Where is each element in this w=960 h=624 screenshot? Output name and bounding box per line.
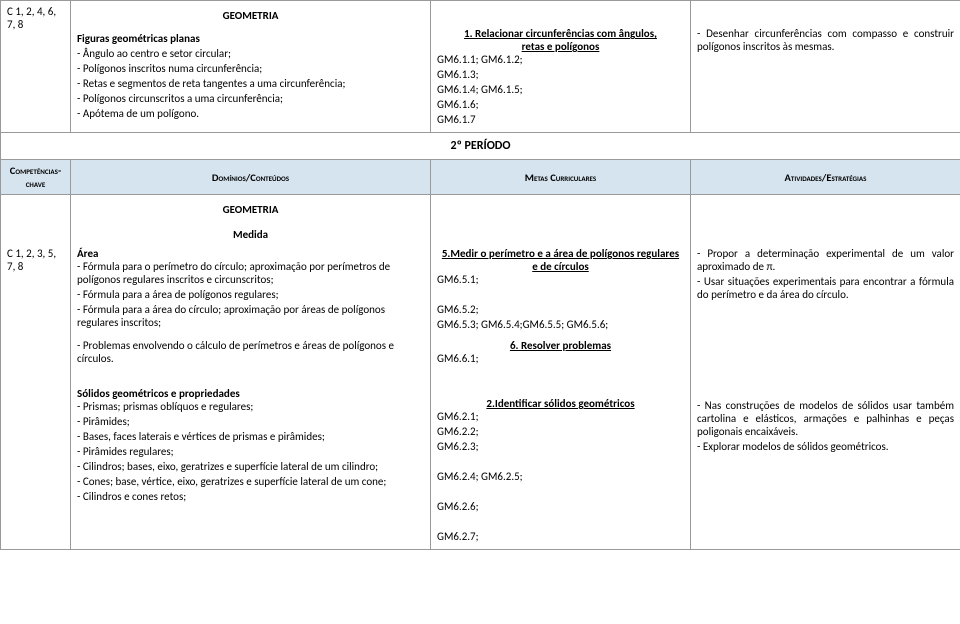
row1-meta-h2: retas e polígonos	[437, 40, 684, 53]
m1-sub: 6. Resolver problemas	[437, 339, 684, 352]
periodo-row: 2º PERÍODO	[1, 133, 960, 160]
m2-i1: GM6.2.2;	[437, 425, 684, 438]
area-i2: - Fórmula para a área do círculo; aproxi…	[77, 303, 424, 329]
row1-dom-i3: - Polígonos circunscritos a uma circunfe…	[77, 92, 424, 105]
m2-i5	[437, 485, 684, 498]
row1-dom-i4: - Apótema de um polígono.	[77, 107, 424, 120]
row1-m4: GM6.1.7	[437, 113, 684, 126]
solidos-title: Sólidos geométricos e propriedades	[77, 387, 424, 400]
row2-ativ: - Propor a determinação experimental de …	[691, 195, 960, 550]
area-i3: - Problemas envolvendo o cálculo de perí…	[77, 339, 424, 365]
m1-h1: 5.Medir o perímetro e a área de polígono…	[437, 247, 684, 260]
sol-i3: - Pirâmides regulares;	[77, 445, 424, 458]
row2-geo-title: GEOMETRIA	[77, 199, 424, 226]
row2-medida-title: Medida	[77, 226, 424, 247]
row1-dom-title: Figuras geométricas planas	[77, 32, 424, 45]
curriculum-table: C 1, 2, 4, 6, 7, 8 GEOMETRIA Figuras geo…	[0, 0, 960, 550]
row1-m3: GM6.1.6;	[437, 98, 684, 111]
m2-i4: GM6.2.4; GM6.2.5;	[437, 470, 684, 483]
hdr-comp: Competências-chave	[1, 160, 71, 195]
sol-i5: - Cones; base, vértice, eixo, geratrizes…	[77, 475, 424, 488]
hdr-dom: Domínios/Conteúdos	[71, 160, 431, 195]
row1-comp: C 1, 2, 4, 6, 7, 8	[1, 1, 71, 133]
row1: C 1, 2, 4, 6, 7, 8 GEOMETRIA Figuras geo…	[1, 1, 960, 133]
row1-metas: 1. Relacionar circunferências com ângulo…	[431, 1, 691, 133]
sol-i6: - Cilindros e cones retos;	[77, 490, 424, 503]
sol-i2: - Bases, faces laterais e vértices de pr…	[77, 430, 424, 443]
m1-i1	[437, 288, 684, 301]
row1-dom-i0: - Ângulo ao centro e setor circular;	[77, 47, 424, 60]
m2-i7	[437, 515, 684, 528]
a1-0: - Propor a determinação experimental de …	[697, 247, 954, 273]
m1-i2: GM6.5.2;	[437, 303, 684, 316]
m2-i2: GM6.2.3;	[437, 440, 684, 453]
row1-m0: GM6.1.1; GM6.1.2;	[437, 53, 684, 66]
row1-dom-i2: - Retas e segmentos de reta tangentes a …	[77, 77, 424, 90]
a1-1: - Usar situações experimentais para enco…	[697, 275, 954, 301]
area-i0: - Fórmula para o perímetro do círculo; a…	[77, 260, 424, 286]
m2-i3	[437, 455, 684, 468]
header-row: Competências-chave Domínios/Conteúdos Me…	[1, 160, 960, 195]
row2-dom: GEOMETRIA Medida Área - Fórmula para o p…	[71, 195, 431, 550]
a2-0: - Nas construções de modelos de sólidos …	[697, 399, 954, 438]
sol-i0: - Prismas; prismas oblíquos e regulares;	[77, 400, 424, 413]
m2-i8: GM6.2.7;	[437, 530, 684, 543]
row2-comp: C 1, 2, 3, 5, 7, 8	[1, 195, 71, 550]
row1-dom-i1: - Polígonos inscritos numa circunferênci…	[77, 62, 424, 75]
row2: C 1, 2, 3, 5, 7, 8 GEOMETRIA Medida Área…	[1, 195, 960, 550]
a2-1: - Explorar modelos de sólidos geométrico…	[697, 440, 954, 453]
sol-i1: - Pirâmides;	[77, 415, 424, 428]
row1-meta-h1: 1. Relacionar circunferências com ângulo…	[437, 27, 684, 40]
row1-ativ: - Desenhar circunferências com compasso …	[691, 1, 960, 133]
periodo-label: 2º PERÍODO	[1, 133, 960, 160]
m2-h: 2.Identificar sólidos geométricos	[437, 397, 684, 410]
sol-i4: - Cilindros; bases, eixo, geratrizes e s…	[77, 460, 424, 473]
row1-dom: GEOMETRIA Figuras geométricas planas - Â…	[71, 1, 431, 133]
area-i1: - Fórmula para a área de polígonos regul…	[77, 288, 424, 301]
row2-metas: 5.Medir o perímetro e a área de polígono…	[431, 195, 691, 550]
m1-h2: e de círculos	[437, 260, 684, 273]
area-title: Área	[77, 247, 424, 260]
row1-m2: GM6.1.4; GM6.1.5;	[437, 83, 684, 96]
row1-m1: GM6.1.3;	[437, 68, 684, 81]
m2-i6: GM6.2.6;	[437, 500, 684, 513]
m1-s0: GM6.6.1;	[437, 352, 684, 365]
row1-ativ-text: - Desenhar circunferências com compasso …	[697, 27, 954, 53]
row2-comp-text: C 1, 2, 3, 5, 7, 8	[7, 247, 64, 273]
area-group: Área - Fórmula para o perímetro do círcu…	[77, 247, 424, 365]
m1-i0: GM6.5.1;	[437, 273, 684, 286]
hdr-metas: Metas Curriculares	[431, 160, 691, 195]
solidos-group: Sólidos geométricos e propriedades - Pri…	[77, 387, 424, 503]
hdr-ativ: Atividades/Estratégias	[691, 160, 960, 195]
m2-i0: GM6.2.1;	[437, 410, 684, 423]
m1-i3: GM6.5.3; GM6.5.4;GM6.5.5; GM6.5.6;	[437, 318, 684, 331]
row1-geo-title: GEOMETRIA	[77, 5, 424, 32]
